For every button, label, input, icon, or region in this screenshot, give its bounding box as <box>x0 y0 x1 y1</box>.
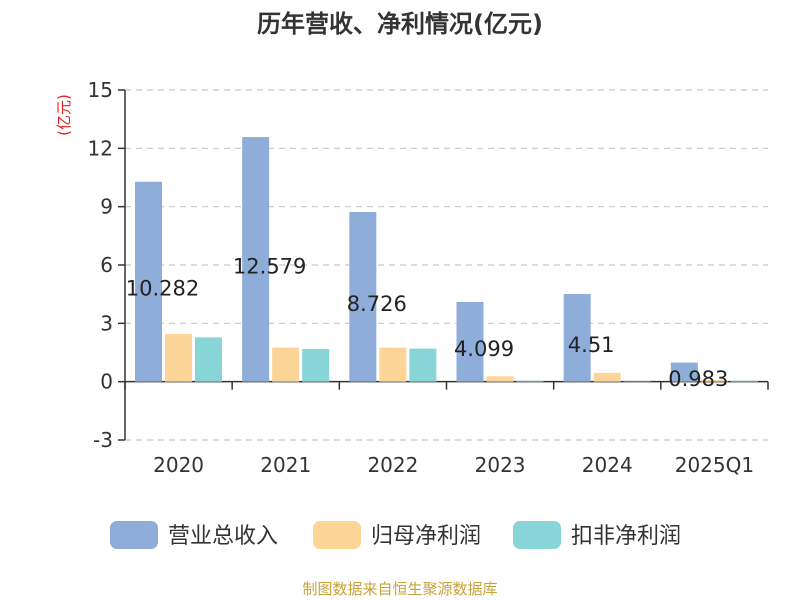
bar-1 <box>349 211 377 382</box>
legend-swatch[interactable] <box>313 521 361 549</box>
bar-2 <box>379 347 407 382</box>
bar-data-label: 8.726 <box>347 292 407 316</box>
x-category-label: 2022 <box>367 453 418 477</box>
y-tick-label: -3 <box>93 428 113 452</box>
x-category-label: 2023 <box>475 453 526 477</box>
bar-2 <box>700 379 728 382</box>
bar-1 <box>242 137 270 382</box>
bar-data-label: 12.579 <box>233 254 306 278</box>
y-tick-label: 6 <box>100 253 113 277</box>
y-axis-unit-label: (亿元) <box>55 94 73 136</box>
legend-swatch[interactable] <box>110 521 158 549</box>
y-tick-label: 12 <box>88 136 113 160</box>
bar-3 <box>302 349 330 382</box>
y-tick-label: 15 <box>88 78 113 102</box>
bar-data-label: 4.099 <box>454 337 514 361</box>
x-category-label: 2020 <box>153 453 204 477</box>
bars <box>135 137 758 382</box>
bar-3 <box>409 348 437 382</box>
bar-data-label: 0.983 <box>668 367 728 391</box>
bar-data-label: 10.282 <box>126 277 199 301</box>
legend-label[interactable]: 扣非净利润 <box>571 524 681 549</box>
bar-2 <box>593 372 621 382</box>
bar-1 <box>135 181 162 382</box>
legend-label[interactable]: 归母净利润 <box>371 524 481 549</box>
legend-label[interactable]: 营业总收入 <box>168 524 278 549</box>
data-labels: 10.282 12.579 8.726 4.099 4.51 0.983 <box>126 254 729 391</box>
bar-2 <box>165 334 192 382</box>
bar-1 <box>670 362 698 382</box>
y-tick-label: 3 <box>100 311 113 335</box>
bar-2 <box>486 376 514 382</box>
bar-3 <box>730 380 758 382</box>
y-tick-label: 9 <box>100 195 113 219</box>
gridlines <box>125 89 768 441</box>
bar-3 <box>623 381 651 382</box>
bar-3 <box>195 337 222 382</box>
bar-1 <box>563 293 591 382</box>
bar-1 <box>456 301 484 382</box>
legend-swatch[interactable] <box>513 521 561 549</box>
bar-3 <box>516 380 544 382</box>
bar-data-label: 4.51 <box>568 333 615 357</box>
x-category-label: 2021 <box>260 453 311 477</box>
axes: -3 0 3 6 9 12 15 2020 2021 2022 2023 2024 2025Q1 <box>88 78 769 477</box>
x-category-label: 2025Q1 <box>675 453 754 477</box>
data-source-note: 制图数据来自恒生聚源数据库 <box>302 580 498 598</box>
chart-title: 历年营收、净利情况(亿元) <box>257 10 543 38</box>
bar-2 <box>272 347 300 382</box>
legend[interactable]: 营业总收入 归母净利润 扣非净利润 <box>110 521 681 549</box>
x-category-label: 2024 <box>582 453 633 477</box>
y-tick-label: 0 <box>100 370 113 394</box>
